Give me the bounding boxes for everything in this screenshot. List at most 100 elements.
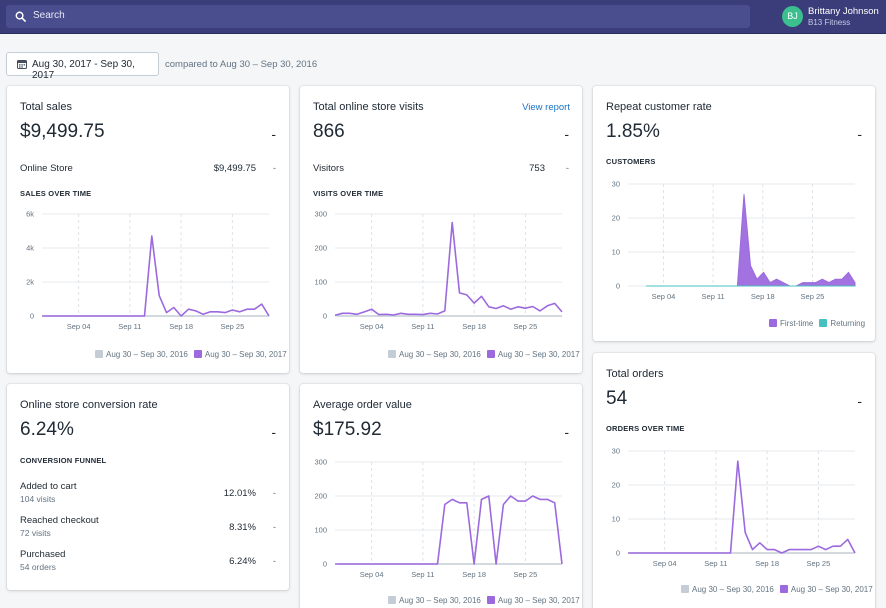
funnel-step-change: - bbox=[272, 522, 276, 533]
section-heading: CUSTOMERS bbox=[606, 157, 656, 166]
area-series-first-time bbox=[646, 194, 856, 287]
x-tick-label: Sep 25 bbox=[220, 322, 244, 331]
funnel-step-label: Purchased bbox=[20, 549, 66, 560]
section-heading: SALES OVER TIME bbox=[20, 189, 92, 198]
y-tick-label: 100 bbox=[314, 526, 327, 535]
calendar-icon bbox=[17, 60, 27, 69]
card-title: Total sales bbox=[20, 101, 72, 113]
sales-over-time-chart: 0 2k 4k 6k Sep 04 Sep 11 Sep 18 Sep 25 bbox=[26, 210, 270, 331]
card-value: 54 bbox=[606, 388, 628, 409]
funnel-step-change: - bbox=[272, 556, 276, 567]
x-tick-label: Sep 04 bbox=[67, 322, 91, 331]
search-placeholder: Search bbox=[33, 10, 65, 21]
x-tick-label: Sep 25 bbox=[513, 570, 537, 579]
store-name: B13 Fitness bbox=[808, 18, 851, 27]
legend-label-previous: Aug 30 – Sep 30, 2016 bbox=[399, 350, 481, 359]
total-orders-card: Total orders 54 - ORDERS OVER TIME 0 10 20… bbox=[593, 353, 875, 608]
legend-swatch-current bbox=[486, 596, 495, 604]
y-tick-label: 0 bbox=[323, 312, 327, 321]
visits-card: Total online store visits View report 86… bbox=[300, 86, 582, 373]
legend-label-current: Aug 30 – Sep 30, 2017 bbox=[497, 596, 580, 605]
legend-swatch-current bbox=[779, 585, 788, 593]
x-tick-label: Sep 11 bbox=[704, 559, 727, 568]
funnel-step-value: 12.01% bbox=[223, 488, 256, 499]
x-tick-label: Sep 18 bbox=[755, 559, 779, 568]
section-heading: CONVERSION FUNNEL bbox=[20, 456, 107, 465]
repeat-customer-card: Repeat customer rate 1.85% - CUSTOMERS 0… bbox=[593, 86, 875, 341]
orders-over-time-chart: 0 10 20 30 Sep 04 Sep 11 Sep 18 Sep 25 bbox=[612, 447, 856, 568]
funnel-step-sub: 54 orders bbox=[20, 562, 56, 572]
legend-swatch-previous bbox=[681, 585, 689, 593]
legend-label-returning: Returning bbox=[830, 319, 866, 328]
legend-swatch-previous bbox=[388, 350, 396, 358]
y-tick-label: 0 bbox=[323, 560, 327, 569]
card-value: $175.92 bbox=[313, 419, 382, 440]
x-tick-label: Sep 18 bbox=[169, 322, 193, 331]
y-tick-label: 6k bbox=[26, 210, 34, 219]
card-value: 1.85% bbox=[606, 121, 660, 142]
legend-label-current: Aug 30 – Sep 30, 2017 bbox=[204, 350, 287, 359]
line-series-current bbox=[42, 235, 270, 317]
x-tick-label: Sep 11 bbox=[702, 292, 725, 301]
x-tick-label: Sep 11 bbox=[118, 322, 141, 331]
avatar[interactable]: BJ bbox=[782, 6, 803, 27]
funnel-step-change: - bbox=[272, 488, 276, 499]
funnel-step-label: Reached checkout bbox=[20, 515, 99, 526]
search-input[interactable]: Search bbox=[6, 5, 750, 28]
breakdown-label: Online Store bbox=[20, 163, 73, 174]
y-tick-label: 300 bbox=[314, 210, 327, 219]
x-tick-label: Sep 04 bbox=[653, 559, 677, 568]
x-tick-label: Sep 04 bbox=[360, 570, 384, 579]
visits-over-time-chart: 0 100 200 300 Sep 04 Sep 11 Sep 18 Sep 25 bbox=[314, 210, 563, 331]
y-tick-label: 200 bbox=[314, 492, 327, 501]
funnel-step-sub: 104 visits bbox=[20, 494, 56, 504]
card-title: Total online store visits bbox=[313, 101, 424, 113]
section-heading: ORDERS OVER TIME bbox=[606, 424, 685, 433]
card-change: - bbox=[271, 126, 276, 142]
x-tick-label: Sep 04 bbox=[652, 292, 676, 301]
funnel-step-value: 8.31% bbox=[229, 522, 256, 533]
x-tick-label: Sep 04 bbox=[360, 322, 384, 331]
user-name[interactable]: Brittany Johnson bbox=[808, 6, 879, 17]
funnel-step-label: Added to cart bbox=[20, 481, 77, 492]
chart-legend: First-time Returning bbox=[769, 319, 865, 328]
legend-swatch-previous bbox=[95, 350, 103, 358]
card-value: 866 bbox=[313, 121, 345, 142]
legend-swatch-current bbox=[193, 350, 202, 358]
breakdown-change: - bbox=[565, 163, 569, 174]
customers-chart: 0 10 20 30 Sep 04 Sep 11 Sep 18 Sep 25 bbox=[612, 180, 856, 301]
y-tick-label: 4k bbox=[26, 244, 34, 253]
breakdown-label: Visitors bbox=[313, 163, 344, 174]
compare-range-text: compared to Aug 30 – Sep 30, 2016 bbox=[165, 59, 318, 70]
view-report-link[interactable]: View report bbox=[522, 102, 570, 113]
card-value: $9,499.75 bbox=[20, 121, 105, 142]
breakdown-value: $9,499.75 bbox=[213, 163, 256, 174]
total-sales-card: Total sales $9,499.75 - Online Store $9,… bbox=[7, 86, 289, 373]
line-series-current bbox=[334, 221, 563, 317]
y-tick-label: 200 bbox=[314, 244, 327, 253]
y-tick-label: 2k bbox=[26, 278, 34, 287]
legend-label-previous: Aug 30 – Sep 30, 2016 bbox=[106, 350, 188, 359]
search-icon bbox=[15, 11, 26, 22]
date-range-label: Aug 30, 2017 - Sep 30, 2017 bbox=[32, 59, 135, 81]
line-series-current bbox=[628, 460, 856, 554]
legend-label-first-time: First-time bbox=[780, 319, 814, 328]
average-order-value-chart: 0 100 200 300 Sep 04 Sep 11 Sep 18 Sep 25 bbox=[314, 458, 563, 579]
legend-swatch-first-time bbox=[769, 319, 777, 327]
card-title: Average order value bbox=[313, 399, 412, 411]
date-range-button[interactable]: Aug 30, 2017 - Sep 30, 2017 bbox=[6, 52, 159, 81]
x-tick-label: Sep 18 bbox=[462, 322, 486, 331]
x-tick-label: Sep 25 bbox=[801, 292, 825, 301]
card-change: - bbox=[271, 424, 276, 440]
section-heading: VISITS OVER TIME bbox=[313, 189, 384, 198]
legend-label-current: Aug 30 – Sep 30, 2017 bbox=[790, 585, 873, 594]
y-tick-label: 30 bbox=[612, 180, 620, 189]
chart-legend: Aug 30 – Sep 30, 2016 Aug 30 – Sep 30, 20… bbox=[388, 596, 580, 605]
chart-legend: Aug 30 – Sep 30, 2016 Aug 30 – Sep 30, 20… bbox=[388, 350, 580, 359]
card-change: - bbox=[564, 424, 569, 440]
top-bar: Search BJ Brittany Johnson B13 Fitness bbox=[0, 0, 886, 34]
legend-swatch-previous bbox=[388, 596, 396, 604]
chart-legend: Aug 30 – Sep 30, 2016 Aug 30 – Sep 30, 20… bbox=[681, 585, 873, 594]
y-tick-label: 300 bbox=[314, 458, 327, 467]
x-tick-label: Sep 18 bbox=[462, 570, 486, 579]
